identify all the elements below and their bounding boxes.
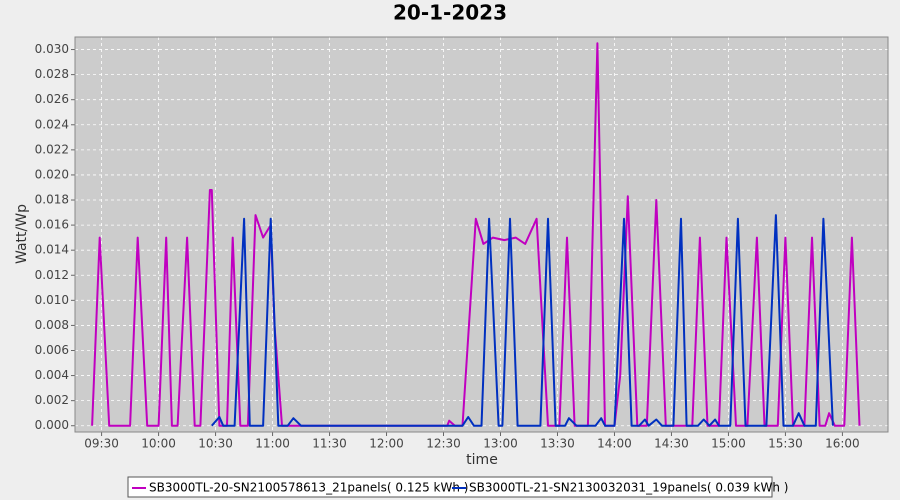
x-tick-label: 11:30 bbox=[312, 437, 347, 451]
x-tick-label: 13:00 bbox=[483, 437, 518, 451]
x-tick-label: 10:00 bbox=[141, 437, 176, 451]
x-tick-label: 13:30 bbox=[540, 437, 575, 451]
x-axis-label: time bbox=[466, 452, 498, 468]
x-tick-label: 10:30 bbox=[198, 437, 233, 451]
x-tick-label: 11:00 bbox=[255, 437, 290, 451]
y-tick-label: 0.010 bbox=[35, 293, 69, 307]
x-tick-label: 12:00 bbox=[369, 437, 404, 451]
y-tick-label: 0.028 bbox=[35, 67, 69, 81]
x-tick-label: 16:00 bbox=[825, 437, 860, 451]
y-tick-label: 0.020 bbox=[35, 167, 69, 181]
y-tick-label: 0.002 bbox=[35, 393, 69, 407]
x-tick-label: 12:30 bbox=[426, 437, 461, 451]
x-tick-label: 09:30 bbox=[84, 437, 119, 451]
y-tick-label: 0.014 bbox=[35, 243, 69, 257]
chart-title: 20-1-2023 bbox=[393, 1, 507, 25]
y-tick-label: 0.024 bbox=[35, 117, 69, 131]
x-tick-label: 14:30 bbox=[654, 437, 689, 451]
legend-label: SB3000TL-20-SN2100578613_21panels( 0.125… bbox=[149, 481, 468, 495]
y-tick-label: 0.008 bbox=[35, 318, 69, 332]
y-tick-label: 0.006 bbox=[35, 343, 69, 357]
y-tick-label: 0.026 bbox=[35, 92, 69, 106]
y-tick-label: 0.012 bbox=[35, 268, 69, 282]
x-tick-label: 14:00 bbox=[597, 437, 632, 451]
legend bbox=[127, 476, 773, 498]
series-line bbox=[211, 214, 834, 427]
x-tick-label: 15:30 bbox=[768, 437, 803, 451]
plot-border bbox=[74, 36, 889, 433]
y-tick-label: 0.016 bbox=[35, 218, 69, 232]
legend-label: SB3000TL-21-SN2130032031_19panels( 0.039… bbox=[469, 481, 788, 495]
x-tick-label: 15:00 bbox=[711, 437, 746, 451]
y-tick-label: 0.000 bbox=[35, 418, 69, 432]
y-tick-label: 0.018 bbox=[35, 193, 69, 207]
y-axis-label: Watt/Wp bbox=[14, 204, 30, 264]
y-tick-label: 0.030 bbox=[35, 42, 69, 56]
y-tick-label: 0.004 bbox=[35, 368, 69, 382]
y-tick-label: 0.022 bbox=[35, 142, 69, 156]
